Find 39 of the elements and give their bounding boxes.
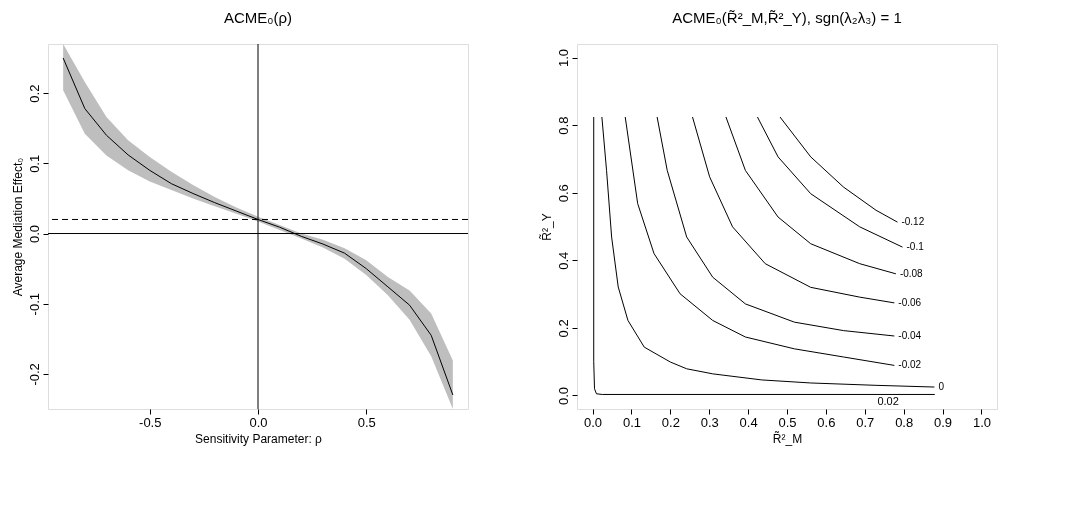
x-tick-label: 0.6 (817, 414, 836, 430)
chart-title: ACME₀(ρ) (223, 8, 293, 26)
series-label: 0 (938, 381, 945, 393)
y-tick-label: 0.8 (555, 116, 571, 135)
x-tick-label: 0.1 (622, 414, 641, 430)
x-tick-label: 0.7 (856, 414, 875, 430)
x-axis-title: R̃²_M (772, 430, 803, 446)
x-tick-label: 0.0 (584, 414, 603, 430)
x-tick-label: 0.9 (934, 414, 953, 430)
y-tick-label: 1.0 (555, 48, 571, 68)
annotation: 0.02 (877, 395, 899, 408)
y-axis-title: Average Mediation Effect₀ (10, 157, 25, 297)
y-tick-label: -0.1 (26, 293, 42, 316)
chart-title: ACME₀(R̃²_M,R̃²_Y), sgn(λ₂λ₃) = 1 (672, 9, 902, 26)
y-tick-label: 0.0 (26, 224, 42, 244)
series-label: -0.06 (898, 296, 922, 308)
series-label: -0.1 (906, 241, 925, 253)
x-tick-label: 0.0 (249, 414, 268, 430)
y-axis-title: R̃²_Y (538, 213, 554, 241)
y-tick-label: 0.2 (555, 319, 571, 338)
series-label: -0.08 (899, 267, 924, 279)
x-tick-label: 0.2 (661, 414, 680, 430)
x-tick-label: 0.5 (357, 414, 376, 430)
x-tick-label: 0.3 (700, 414, 719, 430)
x-tick-label: 0.5 (778, 414, 797, 430)
y-tick-label: 0.1 (26, 154, 42, 173)
series-label: -0.12 (901, 216, 925, 228)
x-axis-title: Sensitivity Parameter: ρ (195, 431, 323, 446)
y-tick-label: 0.4 (555, 251, 571, 270)
y-tick-label: 0.6 (555, 184, 571, 203)
x-tick-label: -0.5 (139, 414, 162, 430)
y-tick-label: 0.2 (26, 84, 42, 103)
series-label: -0.02 (898, 359, 922, 371)
series-label: -0.04 (898, 330, 922, 341)
x-tick-label: 0.4 (739, 414, 758, 430)
x-tick-label: 0.8 (895, 414, 914, 430)
x-tick-label: 1.0 (972, 414, 991, 430)
y-tick-label: -0.2 (26, 363, 42, 386)
y-tick-label: 0.0 (555, 386, 571, 406)
